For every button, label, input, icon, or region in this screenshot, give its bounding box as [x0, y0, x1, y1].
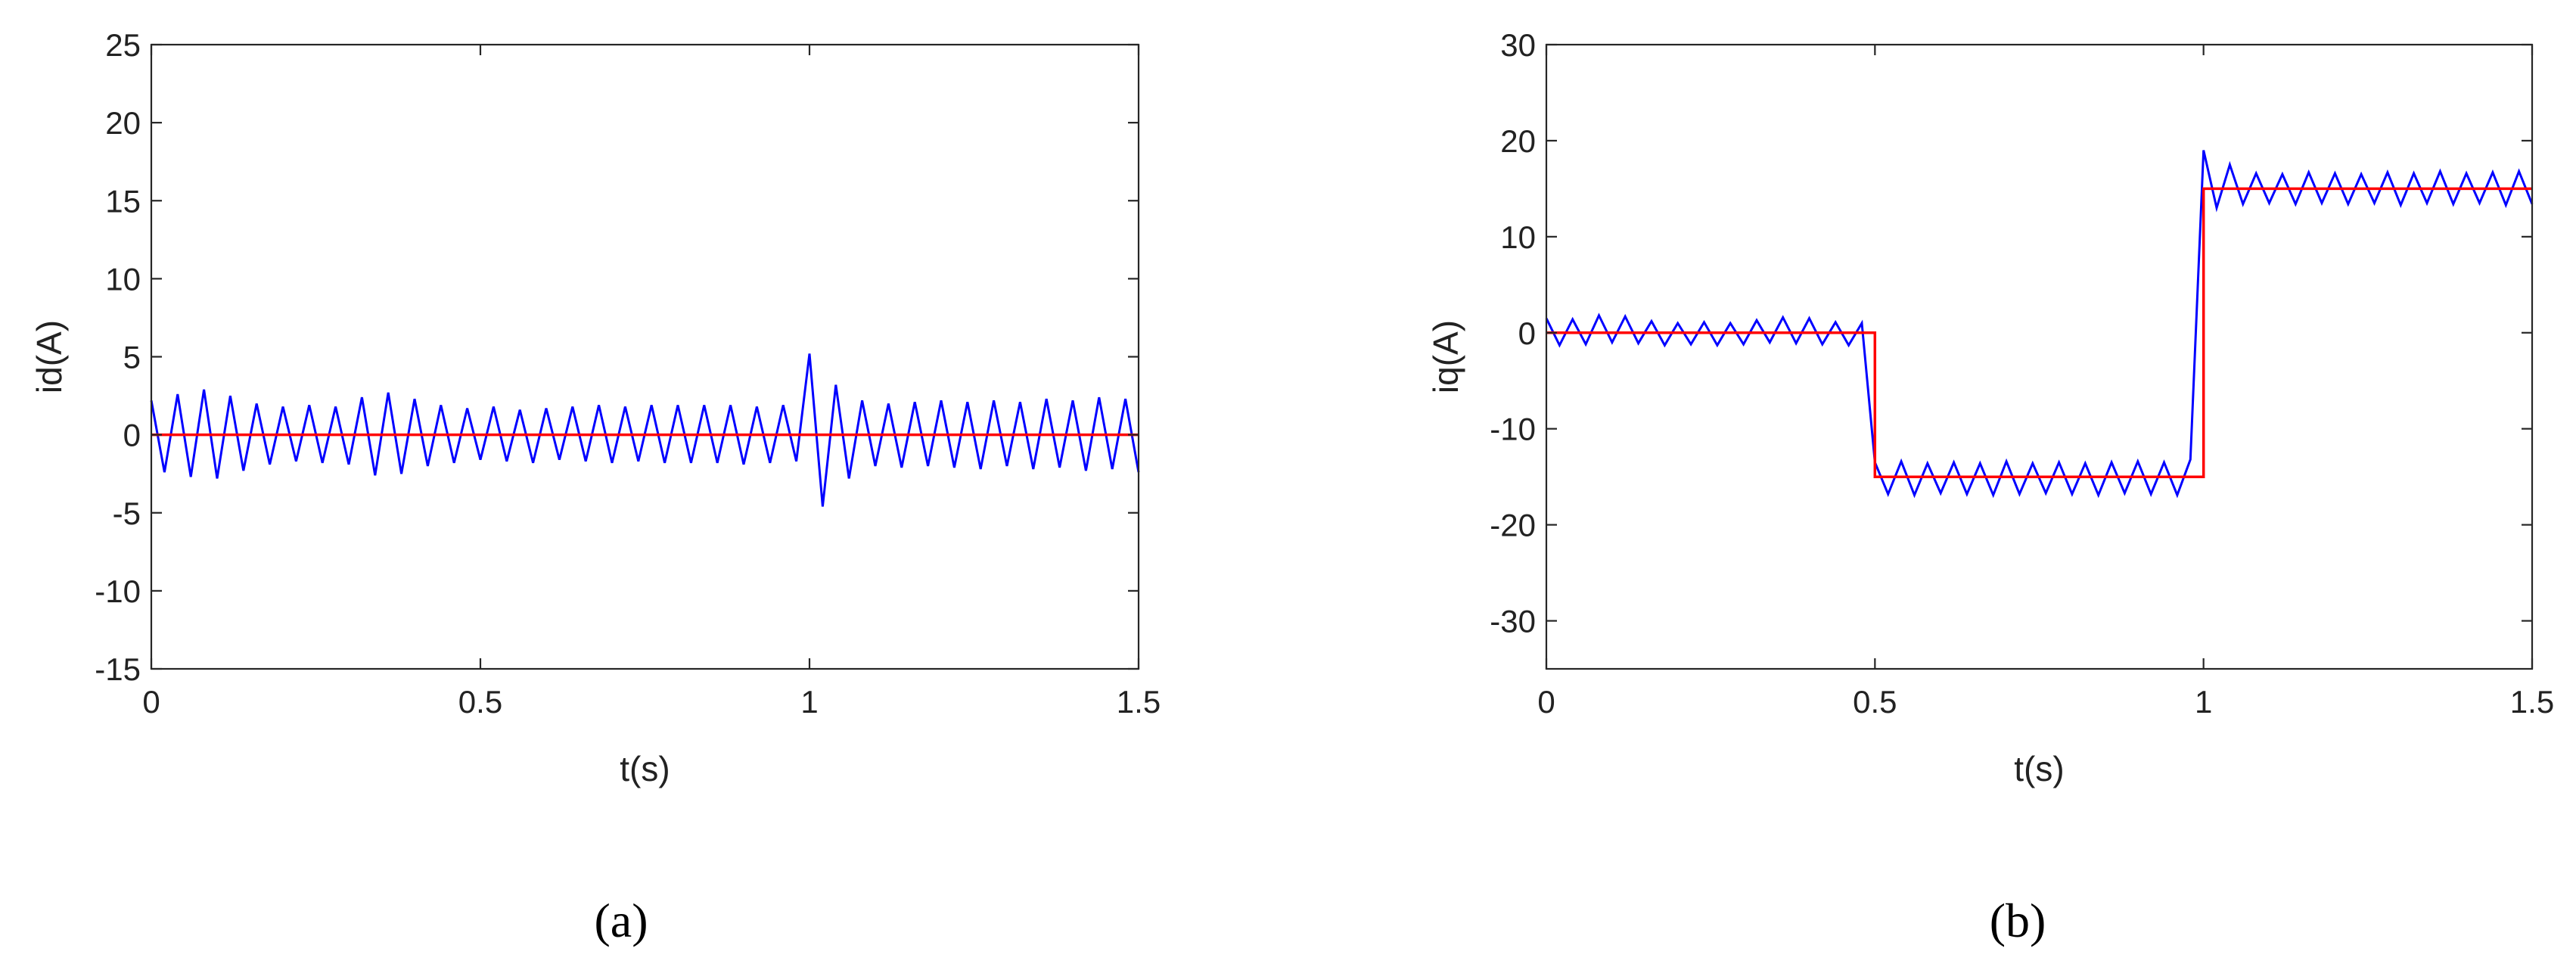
axes-box: [150, 43, 1140, 670]
x-axis-label: t(s): [620, 749, 670, 788]
data-line: [1545, 150, 2534, 499]
y-axis-label: iq(A): [1426, 320, 1465, 393]
y-tick-label: -20: [1490, 508, 1536, 543]
y-tick-label: -15: [95, 651, 141, 687]
x-tick-label: 1.5: [1117, 684, 1161, 720]
x-tick-label: 0: [142, 684, 160, 720]
caption: (a): [594, 894, 648, 947]
caption: (b): [1990, 894, 2046, 947]
data-line: [1546, 187, 2532, 478]
y-tick-label: -10: [95, 574, 141, 609]
y-tick-label: 0: [123, 418, 141, 453]
y-tick-label: -5: [113, 496, 141, 531]
y-tick-label: 10: [105, 261, 141, 297]
data-line: [150, 353, 1140, 507]
x-axis-label: t(s): [2014, 749, 2064, 788]
y-tick-label: 15: [105, 183, 141, 219]
x-tick-label: 0.5: [458, 684, 502, 720]
y-tick-label: -30: [1490, 604, 1536, 639]
x-tick-label: 1: [800, 684, 818, 720]
y-tick-label: 20: [105, 105, 141, 141]
y-tick-label: 5: [123, 340, 141, 375]
y-tick-label: 0: [1518, 316, 1536, 351]
x-tick-label: 0: [1537, 684, 1555, 720]
y-axis-label: id(A): [30, 320, 69, 393]
x-tick-label: 1.5: [2510, 684, 2554, 720]
axes-box: [1545, 43, 2534, 670]
y-tick-label: -10: [1490, 412, 1536, 447]
y-tick-label: 30: [1500, 27, 1536, 63]
y-tick-label: 10: [1500, 219, 1536, 255]
y-tick-label: 20: [1500, 123, 1536, 159]
x-tick-label: 0.5: [1853, 684, 1897, 720]
y-tick-label: 25: [105, 27, 141, 63]
x-tick-label: 1: [2195, 684, 2212, 720]
